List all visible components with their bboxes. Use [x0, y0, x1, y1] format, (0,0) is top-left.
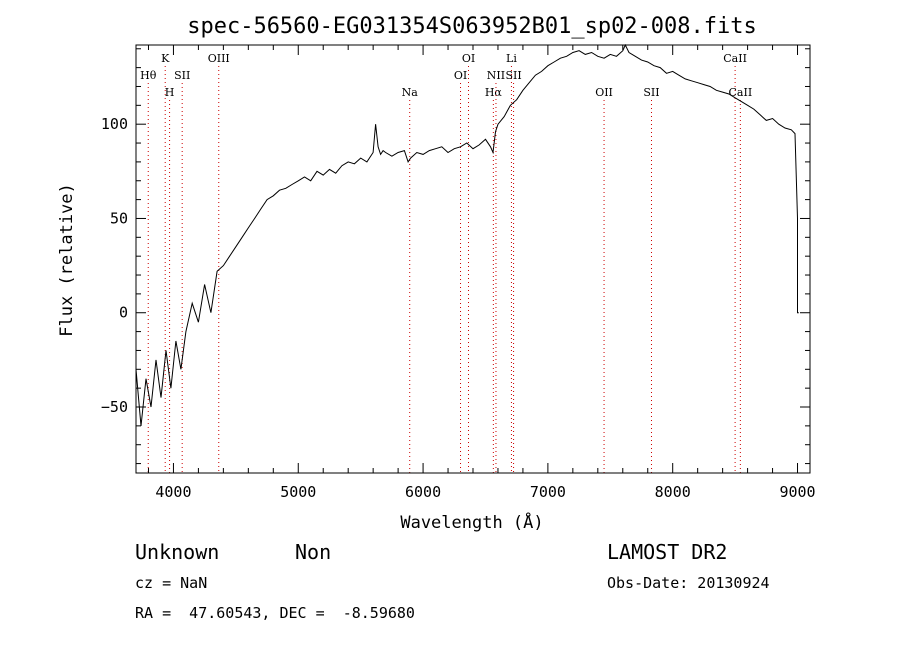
axis-ticks: 4000 5000 6000 7000 8000 9000 −50 0 50 100 [101, 45, 816, 501]
spectrum-line [135, 43, 799, 426]
line-marker-label: CaII [729, 86, 753, 99]
line-marker-label: Hα [485, 86, 503, 99]
line-marker-label: OI [454, 69, 467, 82]
line-marker-label: Li [506, 52, 517, 65]
chart-title: spec-56560-EG031354S063952B01_sp02-008.f… [187, 14, 757, 39]
line-marker-label: SII [505, 69, 521, 82]
line-marker-label: OII [595, 86, 613, 99]
x-tick-label: 4000 [155, 483, 191, 501]
survey-name: LAMOST DR2 [607, 540, 728, 564]
object-subclass: Non [295, 540, 332, 564]
x-tick-label: 8000 [655, 483, 691, 501]
line-marker-label: SII [643, 86, 659, 99]
x-tick-label: 7000 [530, 483, 566, 501]
plot-frame [135, 44, 811, 474]
line-marker-label: NII [487, 69, 505, 82]
object-class: Unknown [135, 540, 220, 564]
line-marker-label: SII [174, 69, 190, 82]
x-tick-label: 5000 [280, 483, 316, 501]
line-marker-label: CaII [723, 52, 747, 65]
line-marker-label: Hθ [140, 69, 157, 82]
y-tick-label: 0 [119, 304, 128, 322]
line-marker-label: H [165, 86, 175, 99]
line-marker-label: K [161, 52, 170, 65]
redshift-value: cz = NaN [135, 574, 208, 592]
y-axis-label: Flux (relative) [57, 183, 77, 337]
spectrum-series [135, 43, 799, 426]
x-tick-label: 6000 [405, 483, 441, 501]
x-axis-label: Wavelength (Å) [400, 511, 543, 533]
y-tick-label: −50 [101, 398, 128, 416]
observation-date: Obs-Date: 20130924 [607, 574, 770, 592]
y-tick-label: 50 [110, 209, 128, 227]
line-marker-label: OI [462, 52, 475, 65]
line-marker-label: OIII [208, 52, 230, 65]
line-marker-label: Na [402, 86, 419, 99]
y-tick-label: 100 [101, 115, 128, 133]
coordinates: RA = 47.60543, DEC = -8.59680 [135, 604, 415, 622]
x-tick-label: 9000 [779, 483, 815, 501]
